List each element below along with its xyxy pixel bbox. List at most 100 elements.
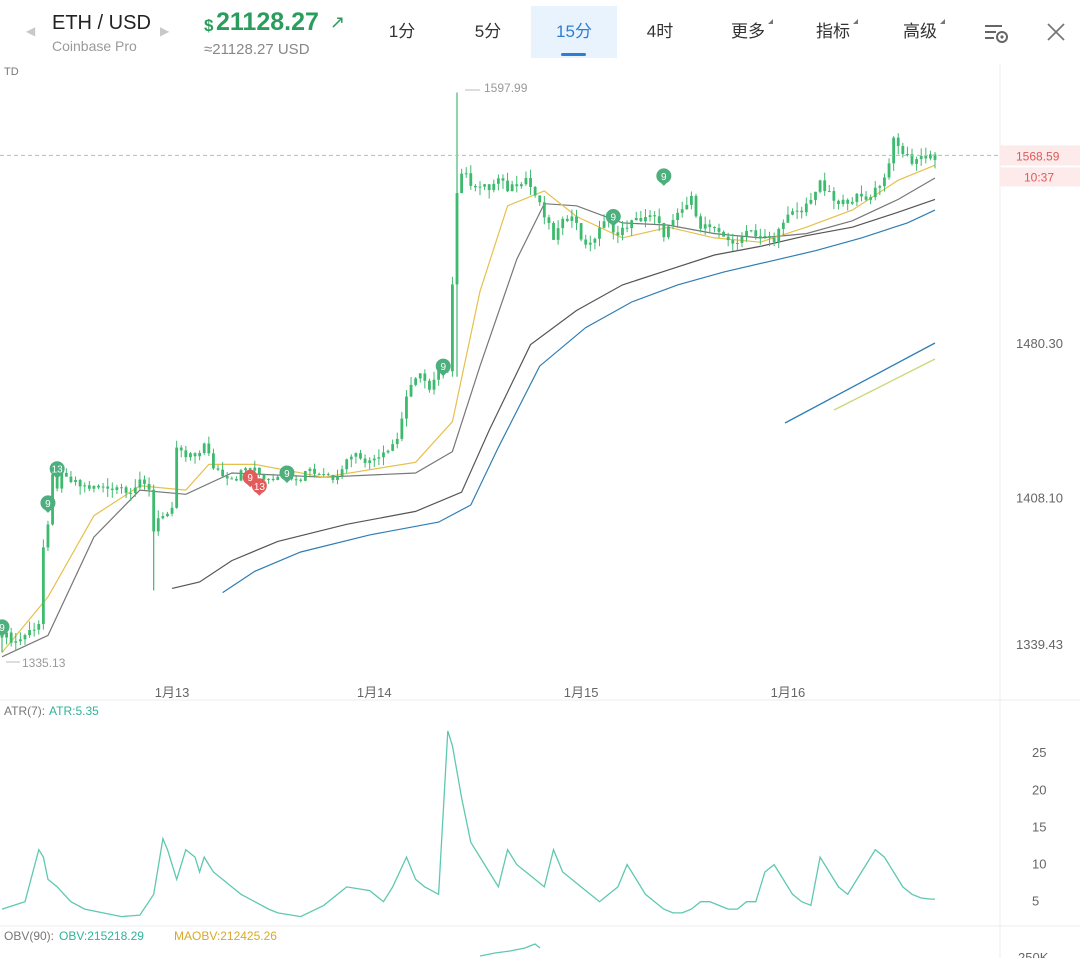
trendline-drawing[interactable] bbox=[784, 342, 936, 424]
candle-body bbox=[804, 203, 808, 213]
arrow-up-right-icon: ↗ bbox=[330, 12, 346, 32]
candle-body bbox=[83, 485, 87, 487]
pair-selector[interactable]: ◀ ETH / USD Coinbase Pro ▶ bbox=[26, 10, 176, 56]
exchange-name: Coinbase Pro bbox=[52, 38, 137, 54]
candle-body bbox=[906, 154, 909, 156]
tab-indicators[interactable]: 指标 bbox=[803, 6, 863, 58]
candle-body bbox=[625, 227, 629, 229]
last-price: 21128.27 bbox=[216, 8, 319, 36]
candle-body bbox=[55, 474, 59, 489]
atr-value: ATR:5.35 bbox=[49, 704, 99, 718]
tab-4h[interactable]: 4时 bbox=[630, 6, 690, 58]
candle-body bbox=[115, 487, 119, 490]
current-price-tag bbox=[1000, 145, 1080, 166]
price-display: $ 21128.27 ↗ ≈21128.27 USD bbox=[204, 8, 364, 60]
candle-body bbox=[699, 216, 703, 229]
chart-area[interactable]: TD 9 9 13 9 13 9 9 9 9 1568.59 10:37 1339.43 1408.… bbox=[0, 64, 1080, 963]
candle-body bbox=[694, 195, 698, 217]
tab-5m[interactable]: 5分 bbox=[458, 6, 518, 58]
td-marker: 9 bbox=[279, 465, 295, 483]
tab-1m[interactable]: 1分 bbox=[372, 6, 432, 58]
candle-body bbox=[556, 228, 560, 240]
candle-body bbox=[400, 418, 404, 439]
candle-body bbox=[345, 459, 349, 470]
candle-body bbox=[809, 199, 813, 204]
candle-body bbox=[754, 230, 758, 237]
candle-body bbox=[5, 632, 8, 638]
tab-15m[interactable]: 15分 bbox=[531, 6, 617, 58]
y-tick-label: 1408.10 bbox=[1016, 490, 1063, 505]
candle-body bbox=[919, 155, 923, 160]
candle-body bbox=[878, 186, 882, 188]
candle-body bbox=[377, 457, 381, 459]
candle-body bbox=[519, 184, 523, 187]
candle-body bbox=[74, 480, 77, 483]
candle-body bbox=[542, 202, 546, 218]
candle-body bbox=[818, 180, 822, 192]
candle-body bbox=[37, 624, 41, 630]
candle-body bbox=[616, 232, 620, 236]
candle-body bbox=[501, 178, 505, 181]
candle-body bbox=[478, 186, 482, 188]
tab-label: 15分 bbox=[556, 22, 592, 41]
candle-body bbox=[873, 187, 877, 198]
candle-body bbox=[14, 641, 18, 643]
candle-body bbox=[428, 380, 431, 390]
next-pair-icon[interactable]: ▶ bbox=[160, 24, 170, 38]
candle-body bbox=[331, 475, 335, 481]
candle-body bbox=[464, 173, 468, 175]
candle-body bbox=[841, 199, 845, 205]
tab-label: 高级 bbox=[903, 22, 937, 41]
trendline-drawing[interactable] bbox=[833, 358, 936, 411]
candle-body bbox=[579, 223, 583, 240]
td-count-label: 9 bbox=[661, 172, 667, 183]
candle-body bbox=[662, 222, 666, 238]
candle-body bbox=[850, 201, 854, 204]
candle-body bbox=[405, 396, 408, 419]
candle-body bbox=[189, 453, 192, 458]
candle-body bbox=[910, 154, 914, 164]
candle-body bbox=[671, 220, 675, 227]
obv-label: OBV(90): bbox=[4, 929, 54, 943]
candle-body bbox=[46, 524, 50, 548]
atr-tick-label: 25 bbox=[1032, 745, 1046, 760]
candle-body bbox=[184, 450, 188, 458]
td-count-label: 9 bbox=[247, 473, 253, 484]
candle-body bbox=[9, 632, 13, 643]
price-approx: ≈21128.27 USD bbox=[204, 41, 310, 58]
tab-advanced[interactable]: 高级 bbox=[890, 6, 950, 58]
pair-symbol: ETH / USD bbox=[52, 12, 151, 34]
obv-value: OBV:215218.29 bbox=[59, 929, 144, 943]
candle-body bbox=[690, 195, 693, 205]
candle-body bbox=[708, 224, 712, 228]
active-tab-indicator bbox=[561, 53, 586, 56]
prev-pair-icon[interactable]: ◀ bbox=[26, 24, 36, 38]
x-tick-label: 1月14 bbox=[357, 685, 392, 700]
candle-body bbox=[887, 163, 891, 178]
candle-body bbox=[101, 486, 105, 488]
tab-more[interactable]: 更多 bbox=[718, 6, 778, 58]
td-marker: 13 bbox=[49, 461, 65, 479]
candle-body bbox=[648, 215, 652, 218]
candle-body bbox=[207, 443, 211, 454]
y-tick-label: 1480.30 bbox=[1016, 336, 1063, 351]
candle-body bbox=[883, 177, 886, 187]
chart-settings-icon[interactable] bbox=[982, 18, 1012, 48]
candle-body bbox=[823, 180, 827, 192]
atr-tick-label: 10 bbox=[1032, 857, 1046, 872]
candle-body bbox=[653, 215, 657, 217]
candle-body bbox=[602, 221, 606, 228]
candle-body bbox=[869, 197, 873, 200]
candle-body bbox=[32, 629, 36, 631]
candle-body bbox=[814, 191, 817, 200]
td-marker: 9 bbox=[435, 358, 451, 377]
candle-body bbox=[460, 173, 464, 194]
candle-body bbox=[510, 184, 514, 192]
candle-body bbox=[758, 236, 762, 238]
candle-body bbox=[768, 235, 771, 238]
candle-body bbox=[308, 468, 312, 472]
candle-body bbox=[451, 284, 454, 372]
candle-body bbox=[230, 478, 234, 480]
close-icon[interactable] bbox=[1042, 18, 1072, 48]
